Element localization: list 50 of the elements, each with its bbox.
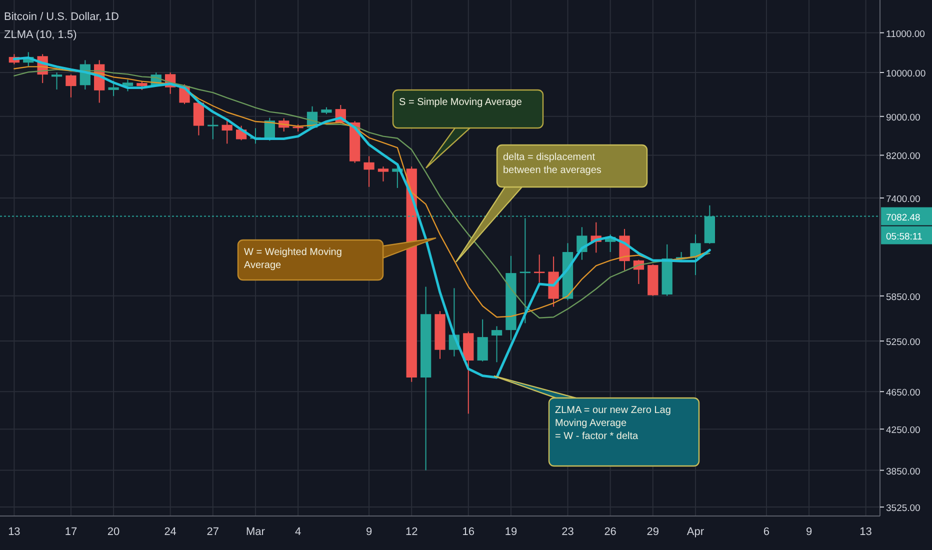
x-tick-label: 20 [107, 526, 120, 538]
y-tick-label: 11000.00 [886, 28, 925, 40]
annotation: delta = displacement between the averages [503, 152, 602, 176]
x-tick-label: 26 [604, 526, 616, 538]
x-tick-label: 27 [206, 526, 220, 538]
x-tick-label: 13 [860, 526, 872, 538]
annotation: W = Weighted Moving Average [244, 247, 342, 271]
candlestick [193, 101, 204, 136]
x-tick-label: 16 [462, 526, 475, 538]
candlestick [534, 254, 545, 284]
candlestick [477, 318, 488, 362]
candlestick [364, 156, 374, 188]
candlestick [378, 166, 389, 182]
y-tick-label: 4650.00 [886, 388, 920, 399]
y-tick-label: 7400.00 [886, 194, 920, 205]
x-tick-label: 29 [646, 526, 660, 538]
x-tick-label: 12 [405, 526, 418, 538]
text: ZLMA (10, 1.5) [4, 29, 77, 41]
callout-box: delta = displacement between the averages [455, 144, 648, 263]
y-tick-label: 4250.00 [886, 425, 920, 436]
x-tick-label: 9 [366, 526, 372, 538]
x-tick-label: 9 [806, 526, 812, 538]
y-tick-label: 8200.00 [886, 151, 920, 162]
x-tick-label: Mar [246, 526, 266, 538]
y-tick-label: 10000.00 [886, 68, 926, 80]
candlestick [222, 119, 232, 144]
ref-line-label: 7082.48 [886, 212, 920, 224]
x-tick-label: 6 [763, 526, 770, 538]
y-tick-label: 5850.00 [886, 292, 920, 303]
candlestick [108, 80, 119, 97]
y-tick-label: 5250.00 [886, 337, 920, 348]
annotation: S = Simple Moving Average [399, 97, 522, 108]
text: Bitcoin / U.S. Dollar, 1D [4, 11, 119, 23]
x-tick-label: 13 [8, 526, 20, 538]
y-tick-label: 3525.00 [886, 503, 920, 514]
x-tick-label: 17 [64, 526, 78, 538]
annotation: ZLMA = our new Zero Lag Moving Average = W - factor * delta [555, 405, 671, 442]
text: 05:58:11 [886, 231, 922, 242]
y-tick-label: 3850.00 [886, 466, 920, 478]
y-tick-label: 9000.00 [886, 112, 920, 124]
x-tick-label: 4 [295, 526, 302, 538]
candlestick [51, 72, 62, 90]
x-tick-label: 19 [504, 526, 518, 538]
candlestick [122, 79, 134, 92]
x-tick-label: 23 [562, 526, 574, 538]
x-tick-label: 24 [164, 526, 176, 538]
candlestick [136, 80, 148, 90]
candlestick [66, 74, 76, 98]
x-tick-label: Apr [686, 526, 704, 538]
candlestick [491, 326, 502, 363]
